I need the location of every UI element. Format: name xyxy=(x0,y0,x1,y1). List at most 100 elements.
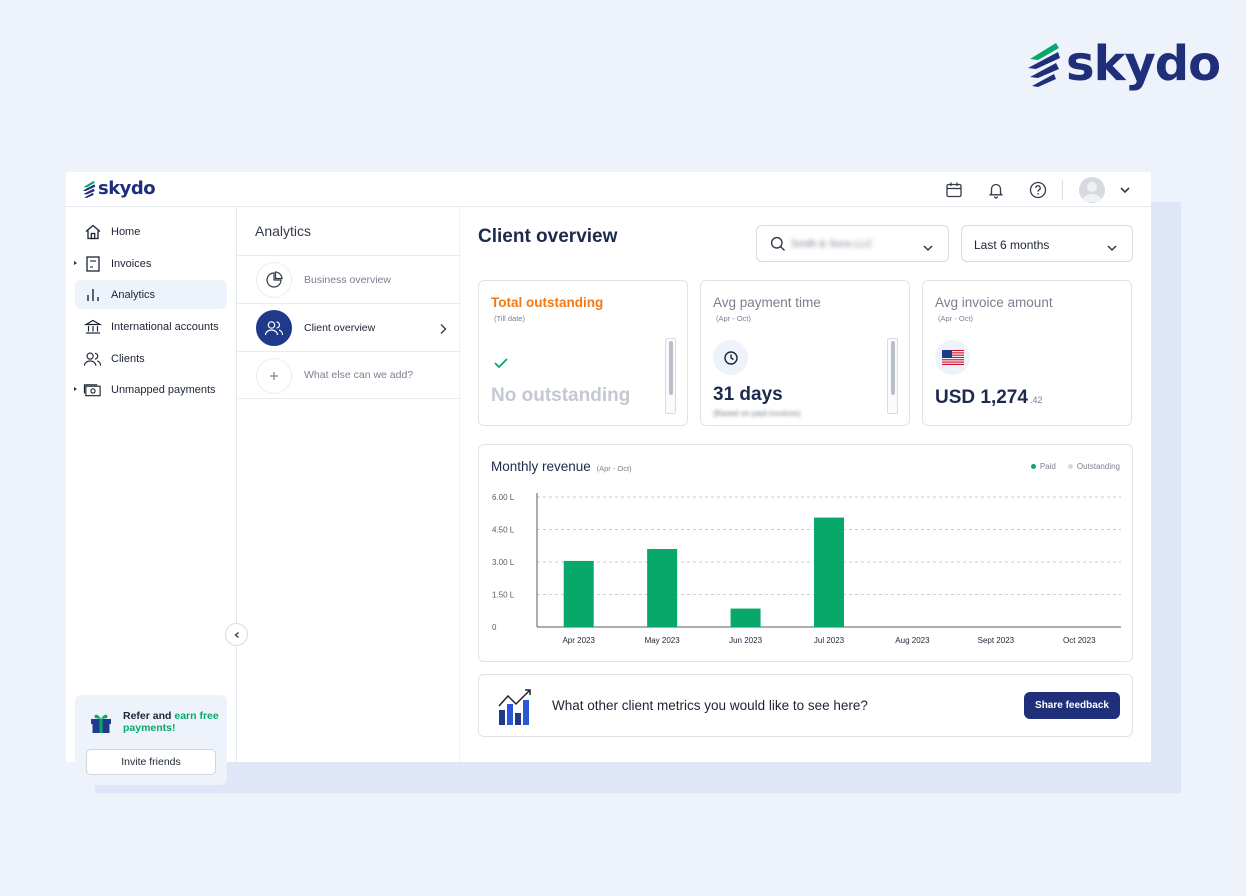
refer-card: Refer and earn free payments! Invite fri… xyxy=(75,695,227,785)
kpi-value-decimals: .42 xyxy=(1029,395,1043,405)
legend-dot-outstanding xyxy=(1067,464,1073,469)
skydo-mark-small-icon xyxy=(82,180,96,198)
legend-label: Outstanding xyxy=(1076,462,1120,471)
sidebar-item-label: International accounts xyxy=(111,320,219,333)
invoice-icon xyxy=(83,254,102,273)
bar-paid xyxy=(563,560,594,627)
sidebar: Home Invoices Analytics International ac… xyxy=(66,207,237,785)
bar-paid xyxy=(814,517,844,627)
sidebar-item-clients[interactable]: Clients xyxy=(75,344,227,373)
bell-icon[interactable] xyxy=(986,180,1006,200)
chevron-down-icon xyxy=(922,240,934,258)
kpi-scrollbar[interactable] xyxy=(887,338,898,414)
collapse-sidebar-button[interactable] xyxy=(225,623,248,646)
x-tick-label: Sept 2023 xyxy=(978,636,1015,645)
plus-icon xyxy=(256,358,292,394)
subpanel-item-label: What else can we add? xyxy=(304,369,414,381)
cash-icon xyxy=(83,380,102,399)
sidebar-item-home[interactable]: Home xyxy=(75,217,227,246)
invite-friends-button[interactable]: Invite friends xyxy=(86,749,216,775)
subpanel-item-business-overview[interactable]: Business overview xyxy=(237,255,460,303)
clock-icon xyxy=(713,340,748,375)
period-select[interactable]: Last 6 months xyxy=(961,225,1133,262)
feedback-question: What other client metrics you would like… xyxy=(552,698,868,713)
subpanel-item-what-else[interactable]: What else can we add? xyxy=(237,351,460,399)
x-tick-label: Jul 2023 xyxy=(814,636,845,645)
kpi-title: Avg payment time xyxy=(713,295,821,310)
kpi-total-outstanding: Total outstanding (Till date) No outstan… xyxy=(478,280,688,426)
kpi-value: USD 1,274.42 xyxy=(935,387,1042,409)
monthly-revenue-card: Monthly revenue (Apr - Oct) Paid Outstan… xyxy=(478,444,1133,662)
sidebar-item-label: Home xyxy=(111,225,141,238)
kpi-scrollbar[interactable] xyxy=(665,338,676,414)
subpanel-item-client-overview[interactable]: Client overview xyxy=(237,303,460,351)
topbar-divider xyxy=(1062,179,1063,200)
y-tick-label: 4.50 L xyxy=(492,526,515,535)
skydo-mark-icon xyxy=(1028,43,1060,87)
pie-chart-icon xyxy=(256,262,292,298)
refer-text: Refer and earn free payments! xyxy=(123,710,223,734)
refer-text-prefix: Refer and xyxy=(123,710,175,722)
refer-text-highlight: earn free payments! xyxy=(123,710,219,734)
subpanel-title: Analytics xyxy=(255,223,312,239)
x-tick-label: Aug 2023 xyxy=(895,636,930,645)
y-tick-label: 1.50 L xyxy=(492,591,515,600)
avatar[interactable] xyxy=(1079,176,1105,203)
calendar-icon[interactable] xyxy=(944,180,964,200)
brand-name-small: skydo xyxy=(98,178,156,199)
share-feedback-button[interactable]: Share feedback xyxy=(1024,692,1120,719)
y-tick-label: 6.00 L xyxy=(492,493,515,502)
user-avatar-icon xyxy=(1082,181,1102,202)
bar-paid xyxy=(730,608,761,627)
skydo-logo-small[interactable]: skydo xyxy=(82,178,156,199)
help-icon[interactable] xyxy=(1028,180,1048,200)
feedback-card: What other client metrics you would like… xyxy=(478,674,1133,737)
kpi-note: (Based on paid invoices) xyxy=(713,409,801,418)
client-select[interactable]: Smith & Sons LLC xyxy=(756,225,949,262)
chevron-down-icon xyxy=(1106,240,1118,258)
x-tick-label: Apr 2023 xyxy=(562,636,595,645)
kpi-avg-invoice-amount: Avg invoice amount (Apr - Oct) USD 1,274… xyxy=(922,280,1132,426)
sidebar-item-unmapped-payments[interactable]: Unmapped payments xyxy=(74,375,227,404)
chevron-down-icon[interactable] xyxy=(1115,180,1135,200)
legend-item-paid[interactable]: Paid xyxy=(1030,462,1056,471)
home-icon xyxy=(83,222,102,241)
sidebar-item-label: Invoices xyxy=(111,257,152,270)
kpi-title: Total outstanding xyxy=(491,295,604,310)
kpi-scrollbar-thumb[interactable] xyxy=(891,341,895,395)
chevron-left-icon xyxy=(233,631,239,638)
y-tick-label: 3.00 L xyxy=(492,558,515,567)
page-title: Client overview xyxy=(478,226,618,247)
x-tick-label: Jun 2023 xyxy=(729,636,762,645)
brand-name-large: skydo xyxy=(1066,36,1221,92)
sidebar-item-label: Analytics xyxy=(111,288,156,301)
kpi-title: Avg invoice amount xyxy=(935,295,1053,310)
kpi-scrollbar-thumb[interactable] xyxy=(669,341,673,395)
sidebar-item-international-accounts[interactable]: International accounts xyxy=(75,312,227,341)
analytics-icon xyxy=(83,285,102,304)
app-window: skydo Home xyxy=(66,172,1151,785)
kpi-value: 31 days xyxy=(713,384,783,405)
sidebar-item-analytics[interactable]: Analytics xyxy=(75,280,227,309)
kpi-subtitle: (Till date) xyxy=(494,314,525,323)
kpi-subtitle: (Apr - Oct) xyxy=(938,314,973,323)
search-icon xyxy=(770,236,786,257)
users-icon xyxy=(256,310,292,346)
chart-legend: Paid Outstanding xyxy=(1019,462,1120,471)
gift-icon xyxy=(89,710,113,739)
kpi-avg-payment-time: Avg payment time (Apr - Oct) 31 days (Ba… xyxy=(700,280,910,426)
legend-item-outstanding[interactable]: Outstanding xyxy=(1067,462,1120,471)
us-flag-icon xyxy=(935,340,970,375)
legend-dot-paid xyxy=(1030,464,1036,469)
revenue-bar-chart: 0 1.50 L 3.00 L 4.50 L 6.00 L Apr 2023 May 202… xyxy=(492,493,1121,645)
bar-paid xyxy=(647,549,678,627)
users-icon xyxy=(83,349,102,368)
x-tick-label: May 2023 xyxy=(645,636,681,645)
x-tick-label: Oct 2023 xyxy=(1063,636,1096,645)
topbar: skydo xyxy=(66,172,1151,207)
chart-range: (Apr - Oct) xyxy=(596,464,632,473)
growth-chart-icon xyxy=(496,686,538,733)
sidebar-item-invoices[interactable]: Invoices xyxy=(74,249,227,278)
kpi-subtitle: (Apr - Oct) xyxy=(716,314,751,323)
kpi-value-main: USD 1,274 xyxy=(935,387,1028,408)
